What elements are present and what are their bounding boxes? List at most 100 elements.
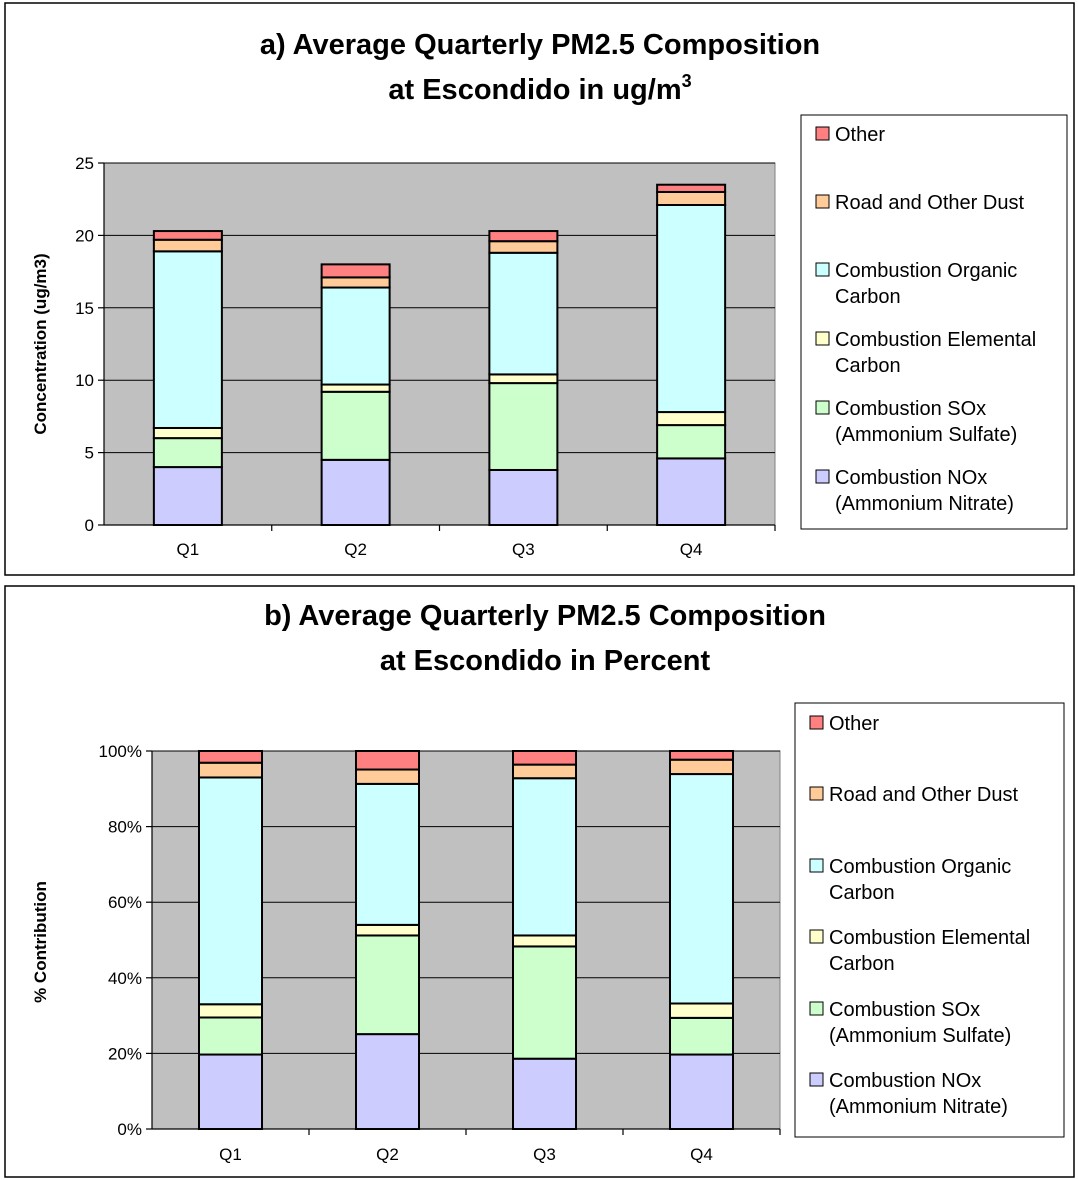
chart-b-bar-segment [669, 1016, 734, 1056]
chart-b-legend-label: Other [829, 713, 879, 735]
chart-b-bar-segment [512, 934, 577, 948]
chart-a-legend-label: (Ammonium Nitrate) [835, 493, 1014, 515]
chart-a-legend-label: Carbon [835, 286, 901, 308]
chart-a-bars [152, 183, 727, 527]
chart-b-y-tick-label: 100% [99, 742, 142, 761]
chart-a-legend-label: Combustion SOx [835, 398, 986, 420]
chart-a-bar-segment [152, 466, 223, 526]
chart-a-bar-segment [488, 240, 559, 254]
chart-b-y-tick-label: 60% [108, 893, 142, 912]
chart-b-x-tick-label: Q3 [533, 1145, 556, 1164]
chart-a-bar-segment [152, 230, 223, 241]
chart-a-bar-segment [320, 390, 391, 461]
chart-b-bar-segment [198, 1003, 263, 1019]
chart-a-legend-swatch [815, 126, 830, 141]
chart-b-bar-segment [355, 934, 420, 1036]
chart-a-bar-segment [656, 424, 727, 460]
chart-b-title-line2: at Escondido in Percent [380, 645, 711, 677]
chart-b-legend-label: Combustion Elemental [829, 927, 1030, 949]
chart-b-bar-segment [355, 923, 420, 937]
chart-a-panel: a) Average Quarterly PM2.5 Composition a… [4, 2, 1075, 576]
chart-a-legend-label: Road and Other Dust [835, 192, 1024, 214]
chart-a-legend-items: Other Road and Other Dust Combustion Organ… [815, 124, 1036, 515]
chart-b-bar-segment [669, 1053, 734, 1130]
chart-a-bar-segment [488, 382, 559, 471]
chart-b-legend-swatch [809, 715, 824, 730]
chart-b-bar-segment [669, 750, 734, 761]
chart-a-y-tick-label: 15 [75, 299, 94, 318]
chart-b-bar-segment [355, 750, 420, 771]
chart-b-legend-label: Combustion SOx [829, 999, 980, 1021]
chart-a-x-tick-label: Q4 [680, 540, 703, 559]
chart-a-bar-segment [152, 437, 223, 469]
chart-a-y-ticks: 0 5 10 15 20 25 [75, 154, 104, 535]
chart-a-legend-swatch [815, 262, 830, 277]
chart-b-bar-segment [669, 758, 734, 776]
chart-a-title-unit: at Escondido in ug/m [388, 74, 681, 106]
chart-b-y-ticks: 0% 20% 40% 60% 80% 100% [99, 742, 152, 1139]
chart-a-legend [800, 114, 1068, 530]
chart-a-legend-swatch [815, 400, 830, 415]
chart-a-y-tick-label: 10 [75, 371, 94, 390]
chart-a-legend-label: (Ammonium Sulfate) [835, 424, 1017, 446]
chart-b-bar-segment [355, 782, 420, 926]
chart-b-legend-swatch [809, 786, 824, 801]
chart-a-bar-segment [320, 383, 391, 393]
chart-b-legend [794, 702, 1065, 1138]
chart-a-legend-label: Combustion NOx [835, 467, 987, 489]
chart-b-x-tick-label: Q2 [376, 1145, 399, 1164]
chart-a-title-line2: at Escondido in ug/m3 [388, 71, 691, 106]
chart-b-legend-label: Road and Other Dust [829, 784, 1018, 806]
chart-b-legend-label: Carbon [829, 953, 895, 975]
chart-b-y-tick-label: 40% [108, 969, 142, 988]
chart-a-bar-segment [320, 458, 391, 526]
chart-a-legend-swatch [815, 469, 830, 484]
chart-b-bar-segment [512, 1057, 577, 1130]
chart-b-bar-segment [355, 768, 420, 785]
chart-b-bars [198, 750, 734, 1131]
chart-b-bar-segment [198, 1016, 263, 1056]
chart-a-bar-segment [488, 468, 559, 527]
chart-b-x-tick-label: Q1 [219, 1145, 242, 1164]
chart-a-y-axis-label: Concentration (ug/m3) [31, 253, 50, 434]
chart-b-bar-segment [512, 763, 577, 780]
chart-b-legend-swatch [809, 1072, 824, 1087]
chart-b-bar-segment [669, 1002, 734, 1019]
chart-b-y-tick-label: 80% [108, 818, 142, 837]
chart-b-legend-swatch [809, 1001, 824, 1016]
chart-a-bar-segment [320, 263, 391, 279]
chart-b-legend-swatch [809, 858, 824, 873]
chart-a-x-tick-label: Q2 [344, 540, 367, 559]
chart-a-legend-label: Combustion Elemental [835, 329, 1036, 351]
chart-a-bar-segment [656, 183, 727, 193]
chart-b-legend-label: Carbon [829, 882, 895, 904]
chart-b-panel: b) Average Quarterly PM2.5 Composition a… [4, 585, 1075, 1178]
chart-a-bar-segment [656, 457, 727, 526]
chart-a-bar-segment [656, 190, 727, 206]
chart-a-x-tick-label: Q1 [177, 540, 200, 559]
chart-a-y-tick-label: 25 [75, 154, 94, 173]
chart-a-bar-segment [488, 230, 559, 243]
chart-a-y-tick-label: 5 [85, 444, 94, 463]
chart-a-bar-segment [488, 373, 559, 385]
chart-b-bar-segment [198, 750, 263, 764]
chart-b-bar-segment [355, 1033, 420, 1131]
chart-a-bar-segment [320, 276, 391, 289]
chart-b-bar-segment [512, 777, 577, 937]
chart-b-legend-swatch [809, 929, 824, 944]
chart-b-legend-label: (Ammonium Nitrate) [829, 1096, 1008, 1118]
chart-a-legend-swatch [815, 194, 830, 209]
chart-a-x-tick-label: Q3 [512, 540, 535, 559]
chart-a-legend-swatch [815, 331, 830, 346]
chart-a-legend-label: Other [835, 124, 885, 146]
chart-b-y-tick-label: 20% [108, 1044, 142, 1063]
chart-b-legend-label: Combustion Organic [829, 856, 1011, 878]
chart-a-bar-segment [320, 286, 391, 386]
chart-b-bar-segment [198, 1053, 263, 1130]
chart-b-svg: b) Average Quarterly PM2.5 Composition a… [4, 585, 1075, 1178]
chart-b-legend-items: Other Road and Other Dust Combustion Organ… [809, 713, 1030, 1118]
chart-b-legend-label: (Ammonium Sulfate) [829, 1025, 1011, 1047]
chart-b-legend-label: Combustion NOx [829, 1070, 981, 1092]
chart-a-bar-segment [152, 250, 223, 429]
chart-b-y-tick-label: 0% [117, 1120, 142, 1139]
